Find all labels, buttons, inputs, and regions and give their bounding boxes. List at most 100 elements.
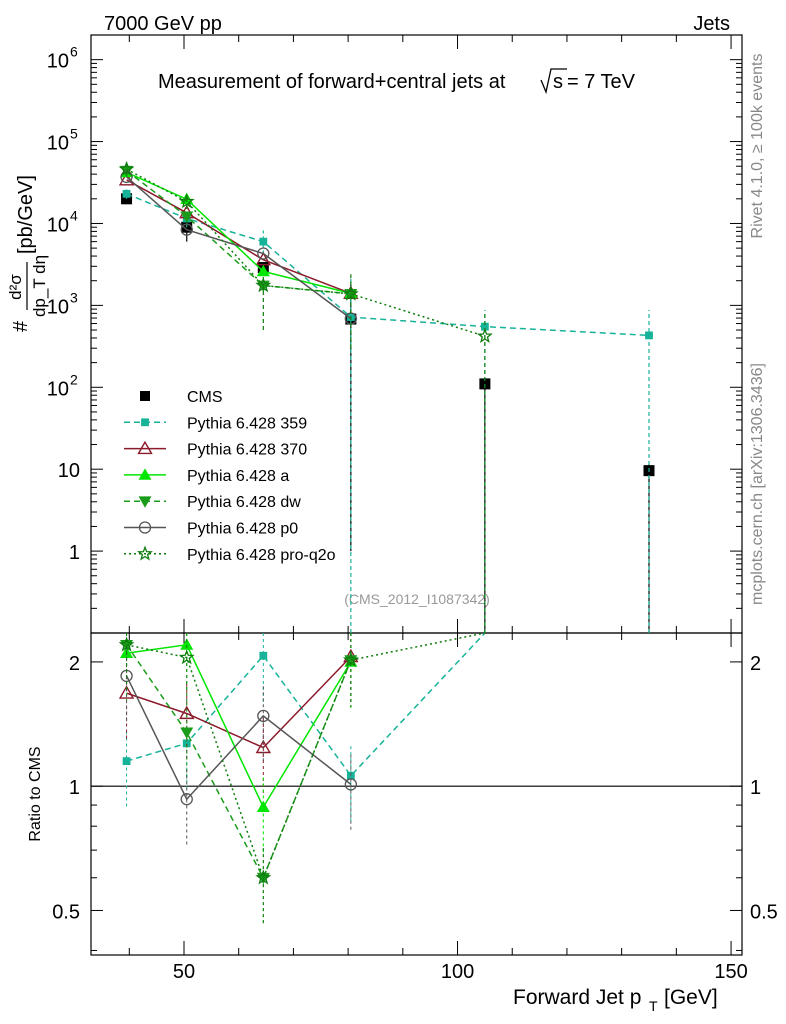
y-label-prefix: #	[10, 320, 32, 332]
main-y-tick-label: 1	[69, 542, 80, 564]
ratio-point	[180, 727, 194, 739]
main-panel-frame	[90, 34, 743, 634]
main-y-tick-label: 10	[47, 51, 69, 73]
ratio-panel-frame	[90, 632, 743, 956]
legend-marker	[138, 496, 152, 508]
plot-title: Measurement of forward+central jets at s…	[158, 68, 636, 95]
legend-label: CMS	[187, 389, 223, 406]
legend-item: CMS	[140, 389, 223, 406]
main-series-group	[118, 160, 655, 633]
series-line	[126, 168, 486, 337]
ratio-point	[180, 638, 194, 650]
legend-item: Pythia 6.428 pro-q2o	[124, 545, 336, 564]
header-right: Jets	[693, 13, 730, 35]
legend-label: Pythia 6.428 370	[187, 442, 307, 459]
ratio-y-tick-label: 0.5	[52, 901, 80, 923]
ratio-y-tick-label-right: 1	[750, 777, 761, 799]
data-point	[255, 277, 272, 293]
data-point	[178, 193, 195, 209]
ratio-series-line	[126, 632, 486, 880]
legend-item: Pythia 6.428 p0	[124, 521, 298, 538]
ratio-series-pythia-6-428-pro-q2o	[118, 632, 486, 925]
ratio-point	[259, 651, 268, 660]
main-y-tick-label: 10	[58, 460, 80, 482]
ratio-series-pythia-6-428-359	[122, 632, 486, 823]
ratio-series-pythia-6-428-p0	[120, 646, 358, 847]
series-pythia-6-428-359	[122, 189, 653, 633]
plot-title-text: Measurement of forward+central jets at	[158, 71, 506, 93]
data-point	[118, 160, 135, 176]
ratio-series-pythia-6-428-370	[118, 633, 359, 795]
ratio-point	[179, 705, 195, 720]
legend: CMS Pythia 6.428 359 Pythia 6.428 370 Pythi…	[124, 389, 336, 564]
legend-label: Pythia 6.428 a	[187, 468, 289, 485]
ratio-point	[346, 771, 355, 780]
ratio-y-tick-label-right: 0.5	[750, 901, 778, 923]
ratio-series-line	[126, 656, 352, 749]
series-line	[126, 170, 351, 295]
legend-label: Pythia 6.428 p0	[187, 521, 298, 538]
series-pythia-6-428-a	[120, 165, 358, 299]
series-pythia-6-428-pro-q2o	[118, 160, 493, 633]
ratio-point	[118, 636, 135, 652]
data-point	[342, 285, 359, 301]
ratio-series-pythia-6-428-dw	[120, 633, 358, 925]
legend-label: Pythia 6.428 359	[187, 415, 307, 432]
data-point	[259, 237, 268, 246]
series-cms	[121, 193, 655, 633]
ratio-point	[122, 757, 131, 766]
ratio-y-axis-label: Ratio to CMS	[27, 746, 44, 841]
header-left: 7000 GeV pp	[104, 13, 222, 35]
ratio-point	[180, 793, 193, 806]
legend-marker	[141, 418, 149, 427]
data-point	[256, 264, 270, 277]
main-y-tick-exponent: 2	[70, 371, 78, 387]
legend-item: Pythia 6.428 a	[124, 468, 289, 485]
ratio-y-axis: 2 2 1 1 0.5 0.5	[52, 653, 778, 951]
ratio-point	[182, 739, 191, 748]
ratio-point	[257, 709, 270, 723]
main-y-tick-label: 10	[47, 133, 69, 155]
x-label-unit: [GeV]	[664, 986, 718, 1009]
ratio-point	[256, 800, 270, 812]
main-y-axis-label: # d²σ dp_T dη [pb/GeV]	[6, 175, 49, 332]
legend-item: Pythia 6.428 359	[124, 415, 307, 432]
mcplots-label: mcplots.cern.ch [arXiv:1306.3436]	[749, 363, 766, 605]
ratio-point	[255, 869, 272, 885]
ratio-series-line	[126, 643, 352, 809]
x-tick-label: 50	[173, 961, 195, 983]
series-line	[126, 193, 650, 337]
data-point	[480, 322, 489, 331]
y-label-unit: [pb/GeV]	[15, 175, 37, 254]
data-point	[479, 378, 491, 390]
main-y-tick-exponent: 5	[70, 126, 78, 142]
x-axis: 50 100 150	[128, 35, 748, 983]
main-y-tick-label: 10	[47, 214, 69, 236]
ratio-series-line	[125, 644, 352, 880]
main-y-tick-label: 10	[47, 296, 69, 318]
ratio-series-line	[125, 675, 352, 801]
data-point	[180, 223, 193, 236]
series-pythia-6-428-370	[118, 172, 359, 299]
legend-marker	[138, 521, 152, 534]
y-label-numerator: d²σ	[6, 274, 25, 300]
data-point	[122, 189, 131, 198]
data-point	[645, 331, 653, 340]
legend-item: Pythia 6.428 dw	[124, 494, 301, 511]
legend-marker	[140, 391, 150, 401]
x-tick-label: 100	[441, 961, 474, 983]
x-axis-label: Forward Jet p T [GeV]	[513, 986, 718, 1014]
legend-label: Pythia 6.428 dw	[187, 494, 301, 511]
main-y-tick-exponent: 3	[70, 289, 78, 305]
main-y-tick-label: 10	[47, 378, 69, 400]
ratio-series-group	[118, 632, 486, 925]
main-y-tick-exponent: 4	[70, 207, 78, 223]
x-label-text: Forward Jet p	[513, 986, 641, 1009]
x-tick-label: 150	[714, 961, 747, 983]
legend-marker	[137, 545, 153, 561]
ratio-point	[344, 778, 358, 791]
x-label-subscript: T	[649, 998, 658, 1014]
rivet-version-label: Rivet 4.1.0, ≥ 100k events	[749, 54, 766, 239]
series-line	[126, 176, 352, 320]
